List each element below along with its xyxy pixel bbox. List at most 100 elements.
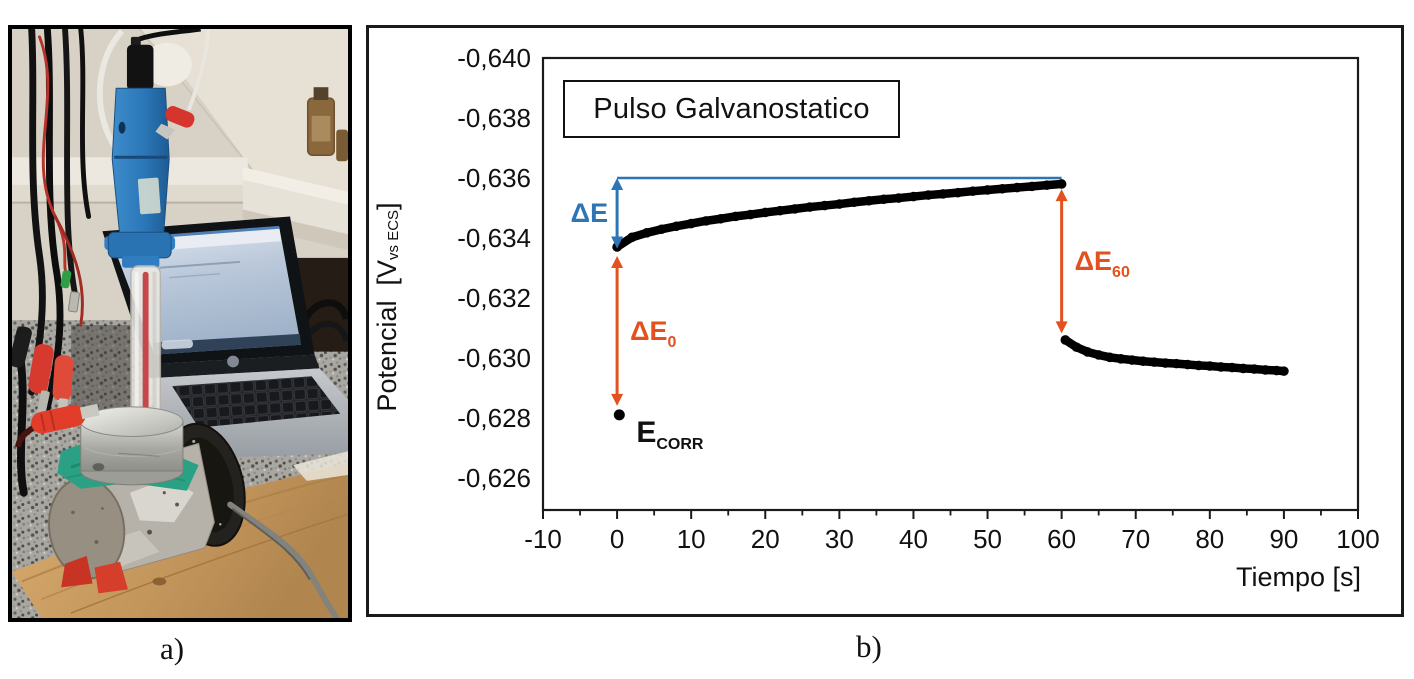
data-point [1116,354,1126,364]
delta-e0-arrow-label: ΔE0 [630,316,676,351]
photo-panel-a [8,25,352,622]
data-point [864,195,874,206]
series-pulse-on [612,179,1066,252]
data-point [656,224,667,235]
data-point [1027,181,1037,192]
y-tick-label: -0,628 [457,403,531,433]
cell-cable [227,501,340,618]
counter-shadow [70,324,150,426]
x-tick-label: 60 [1047,524,1076,554]
data-point [879,194,889,205]
glass-bottle [306,87,335,157]
delta-e60-arrow-label: ΔE60 [1075,246,1130,281]
data-point [1060,335,1071,345]
data-point [849,197,859,208]
data-point [982,185,993,195]
delta-e-arrow-head-bottom [611,236,624,249]
laptop-keyboard [172,376,341,428]
x-tick-label: 80 [1195,524,1224,554]
y-tick-label: -0,636 [457,163,531,193]
data-point [819,200,830,211]
x-tick-label: 90 [1269,524,1298,554]
delta-e0-arrow-head-top [611,255,624,268]
y-tick-label: -0,638 [457,103,531,133]
y-axis-title: Potencial [V vs ECS] [371,202,403,412]
steel-cell [80,406,184,486]
data-point [641,228,652,238]
y-tick-label: -0,634 [457,223,531,253]
cable-connector [67,291,80,313]
data-point [686,218,696,229]
data-point [671,221,682,232]
electrode-label-sticker [137,177,161,215]
delta-e-arrow-label: ΔE [571,198,608,228]
red-wedge [61,555,93,588]
x-tick-label: 100 [1336,524,1379,554]
small-bottle [336,129,348,162]
electrode-top-cable [139,29,201,42]
data-point [1138,356,1148,367]
data-point [701,216,711,226]
wall-fixture [142,42,192,87]
data-point [893,193,904,203]
data-point [775,205,785,216]
data-point [760,207,771,218]
shelf-front [242,179,348,235]
data-point [1205,361,1215,371]
x-tick-label: 50 [973,524,1002,554]
x-tick-label: 10 [677,524,706,554]
data-point [1227,362,1237,373]
lab-photo-illustration [12,29,348,618]
delta-e60-arrow-head-top [1055,189,1068,202]
data-point [1182,359,1193,370]
cable-coil-2 [304,320,348,342]
data-point [1056,179,1067,189]
x-tick-label: 30 [825,524,854,554]
x-tick-label: -10 [524,524,562,554]
data-point [745,209,756,220]
red-wedge-2 [94,561,128,594]
chart-title-box: Pulso Galvanostatico [563,80,900,138]
chart-title: Pulso Galvanostatico [593,92,870,125]
data-point [1149,357,1160,367]
y-tick-label: -0,632 [457,283,531,313]
red-clip-on-wire [155,29,211,140]
data-point [908,191,919,202]
y-tick-label: -0,640 [457,43,531,73]
data-point [1238,363,1248,374]
taskbar-search-pill [161,339,193,350]
floor-corner [12,573,38,618]
data-point [923,190,934,200]
data-point [627,232,637,243]
data-point [997,183,1008,194]
cell-cable-shade [231,507,311,581]
red-clip-on-cell [15,403,100,448]
screen-text-line [159,260,241,269]
x-axis-title: Tiempo [s] [1235,562,1361,592]
electrode-cap [126,44,154,91]
chart-panel-b: -10 0 10 20 30 40 50 60 70 80 90 100 -0,640 -0,638 -0,… [366,25,1404,617]
data-point [716,213,726,224]
data-point [730,211,741,222]
data-point [1082,347,1093,357]
data-point [1012,182,1022,193]
hp-logo-icon [227,355,239,368]
panel-label-a: a) [160,631,185,666]
data-point [1279,366,1289,376]
x-tick-label: 20 [751,524,780,554]
panel-label-b: b) [856,629,882,664]
data-point [1071,342,1082,352]
green-banana-plug [60,270,72,289]
delta-e60-arrow-head-bottom [1055,321,1068,334]
data-point [953,187,963,198]
data-point [1042,180,1052,190]
data-point [1171,358,1182,369]
electrode-blue-body [111,87,170,239]
fume-hood-corner [139,29,348,222]
reference-electrode [96,29,201,446]
data-point [1193,360,1204,371]
data-point [1127,355,1137,365]
data-point [1260,365,1271,375]
x-tick-label: 40 [899,524,928,554]
x-tick-label: 0 [610,524,624,554]
